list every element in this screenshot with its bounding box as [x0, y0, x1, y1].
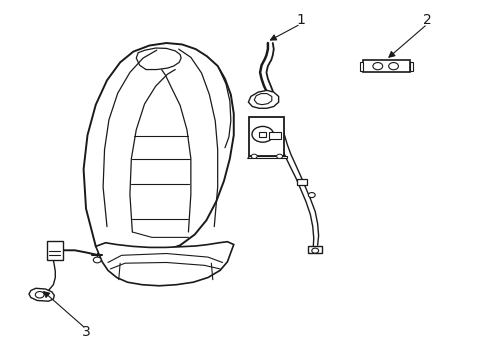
- Polygon shape: [96, 242, 233, 286]
- Polygon shape: [83, 43, 233, 252]
- Circle shape: [308, 193, 315, 198]
- Polygon shape: [409, 62, 412, 71]
- Polygon shape: [362, 60, 409, 72]
- Circle shape: [388, 63, 398, 70]
- Polygon shape: [308, 246, 322, 253]
- Polygon shape: [249, 117, 284, 156]
- Polygon shape: [29, 288, 54, 301]
- Circle shape: [276, 154, 282, 158]
- Polygon shape: [254, 94, 271, 105]
- Circle shape: [372, 63, 382, 70]
- Polygon shape: [246, 156, 286, 158]
- Polygon shape: [297, 179, 306, 185]
- Circle shape: [93, 257, 101, 263]
- Polygon shape: [359, 62, 362, 71]
- Polygon shape: [248, 90, 278, 108]
- Text: 2: 2: [422, 13, 431, 27]
- Circle shape: [35, 292, 44, 298]
- Polygon shape: [47, 241, 62, 260]
- Text: 1: 1: [296, 13, 305, 27]
- Polygon shape: [259, 132, 265, 137]
- Circle shape: [311, 248, 318, 253]
- Polygon shape: [268, 132, 280, 139]
- Circle shape: [251, 126, 273, 142]
- Text: 3: 3: [81, 325, 90, 339]
- Circle shape: [251, 154, 257, 158]
